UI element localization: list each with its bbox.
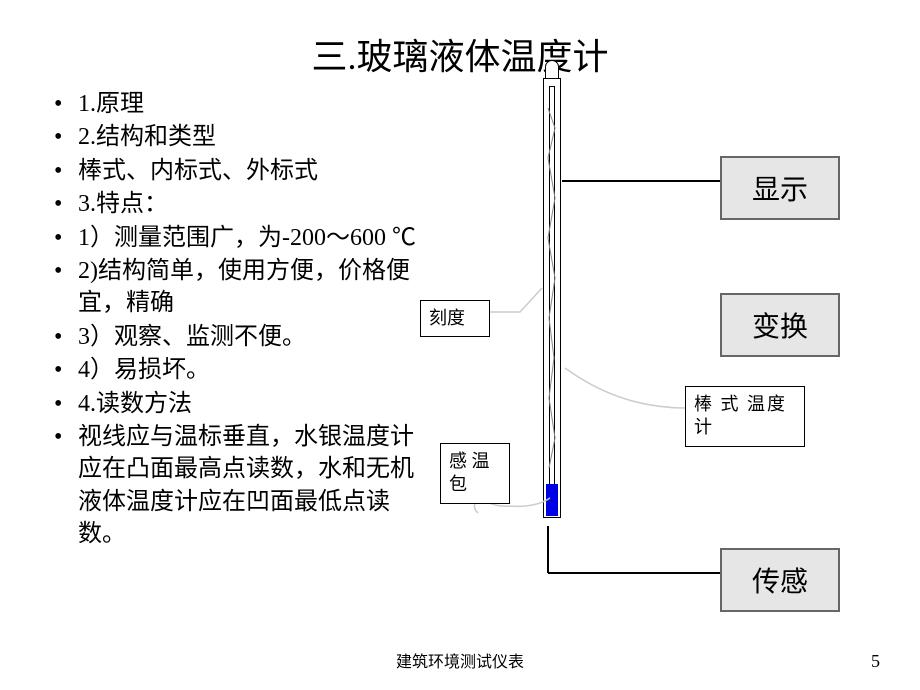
thermometer-tip	[545, 60, 559, 80]
bullet-list: 1.原理 2.结构和类型 棒式、内标式、外标式 3.特点： 1）测量范围广，为-…	[50, 88, 420, 648]
footer-text: 建筑环境测试仪表	[0, 648, 920, 672]
thermometer-scale-marks	[547, 108, 557, 468]
stage-display-box: 显示	[720, 156, 840, 220]
thermometer-bulb	[546, 484, 558, 516]
bullet-item: 棒式、内标式、外标式	[50, 155, 420, 187]
callout-scale: 刻度	[420, 300, 490, 337]
callout-bulb: 感 温包	[440, 443, 510, 504]
bullet-item: 2)结构简单，使用方便，价格便宜，精确	[50, 255, 420, 320]
bullet-item: 1.原理	[50, 88, 420, 120]
content-area: 1.原理 2.结构和类型 棒式、内标式、外标式 3.特点： 1）测量范围广，为-…	[0, 80, 920, 648]
bullet-item: 视线应与温标垂直，水银温度计应在凸面最高点读数，水和无机液体温度计应在凹面最低点…	[50, 421, 420, 551]
slide-title: 三.玻璃液体温度计	[0, 0, 920, 80]
stage-transform-box: 变换	[720, 293, 840, 357]
bullet-item: 3.特点：	[50, 188, 420, 220]
diagram-area: 刻度 感 温包 棒 式 温度计 显示 变换 传感	[420, 88, 890, 648]
callout-rod-type: 棒 式 温度计	[685, 386, 805, 447]
stage-sense-box: 传感	[720, 548, 840, 612]
page-number: 5	[871, 651, 880, 672]
bullet-item: 3）观察、监测不便。	[50, 321, 420, 353]
bullet-item: 4.读数方法	[50, 388, 420, 420]
bullet-item: 2.结构和类型	[50, 121, 420, 153]
bullet-item: 1）测量范围广，为-200～600 ℃	[50, 222, 420, 254]
bullet-item: 4）易损坏。	[50, 354, 420, 386]
thermometer	[540, 78, 564, 528]
